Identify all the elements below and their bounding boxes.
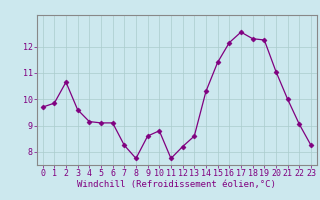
X-axis label: Windchill (Refroidissement éolien,°C): Windchill (Refroidissement éolien,°C) [77, 180, 276, 189]
